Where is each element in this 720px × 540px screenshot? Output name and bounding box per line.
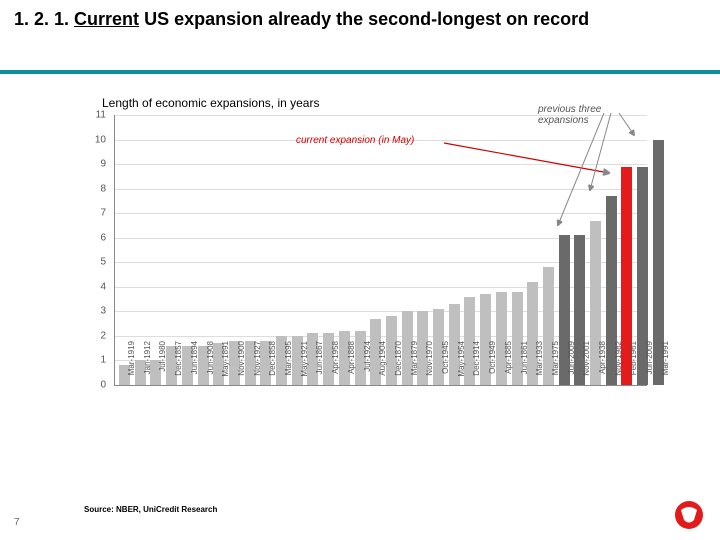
x-axis-label: Aug-1904: [378, 341, 387, 391]
x-axis-label: Mar-1975: [551, 341, 560, 391]
y-axis-label: 11: [86, 110, 106, 121]
y-axis-label: 7: [86, 208, 106, 219]
x-axis-label: Oct-1949: [488, 341, 497, 391]
x-axis-label: Jul-1924: [363, 341, 372, 391]
x-axis-label: Dec-1858: [268, 341, 277, 391]
x-axis-label: Jun-2009: [567, 341, 576, 391]
x-axis-label: Apr-1958: [331, 341, 340, 391]
x-axis-label: Jun-1861: [520, 341, 529, 391]
y-axis-label: 9: [86, 159, 106, 170]
x-axis-label: Jun-1867: [315, 341, 324, 391]
y-axis-label: 10: [86, 134, 106, 145]
x-axis-label: Nov-2001: [582, 341, 591, 391]
x-axis-label: Jan-1912: [143, 341, 152, 391]
annotation-previous-expansions: previous three expansions: [538, 104, 646, 126]
x-axis-label: Apr-1885: [504, 341, 513, 391]
annotation-current-expansion: current expansion (in May): [296, 135, 414, 146]
x-axis-label: Mar-1919: [127, 341, 136, 391]
y-axis-label: 3: [86, 306, 106, 317]
y-axis-label: 2: [86, 330, 106, 341]
title-divider: [0, 70, 720, 74]
x-axis-label: Jun-2009: [645, 341, 654, 391]
y-axis-label: 8: [86, 183, 106, 194]
x-axis-label: Jun-1894: [190, 341, 199, 391]
x-axis-label: Apr-1938: [598, 341, 607, 391]
x-axis-label: Nov-1970: [425, 341, 434, 391]
x-axis-label: Dec-1857: [174, 341, 183, 391]
x-axis-label: Nov-1900: [237, 341, 246, 391]
x-axis-label: Oct-1945: [441, 341, 450, 391]
x-axis-label: Mar-1991: [661, 341, 670, 391]
x-axis-label: Jun-1908: [206, 341, 215, 391]
x-axis-label: Jul-1980: [158, 341, 167, 391]
expansion-bar-chart: current expansion (in May) previous thre…: [86, 115, 646, 435]
x-axis-label: Dec-1870: [394, 341, 403, 391]
x-axis-label: Mar-1933: [535, 341, 544, 391]
x-axis-label: Dec-1914: [472, 341, 481, 391]
x-axis-label: Mar-1895: [284, 341, 293, 391]
source-text: Source: NBER, UniCredit Research: [84, 505, 217, 514]
page-number: 7: [14, 517, 20, 528]
x-axis-label: Nov-1982: [614, 341, 623, 391]
y-axis-label: 5: [86, 257, 106, 268]
x-axis-label: May-1921: [300, 341, 309, 391]
y-axis-label: 0: [86, 380, 106, 391]
unicredit-logo-icon: [674, 500, 704, 530]
x-axis-label: Feb-1961: [629, 341, 638, 391]
y-axis-label: 6: [86, 232, 106, 243]
x-axis-label: Apr-1888: [347, 341, 356, 391]
x-axis-label: May-1954: [457, 341, 466, 391]
x-axis-label: May-1891: [221, 341, 230, 391]
x-axis-label: Nov-1927: [253, 341, 262, 391]
x-axis-label: Mar-1879: [410, 341, 419, 391]
y-axis-label: 4: [86, 281, 106, 292]
chart-subtitle: Length of economic expansions, in years: [102, 96, 319, 110]
y-axis-label: 1: [86, 355, 106, 366]
slide-title: 1. 2. 1. Current US expansion already th…: [14, 8, 706, 31]
